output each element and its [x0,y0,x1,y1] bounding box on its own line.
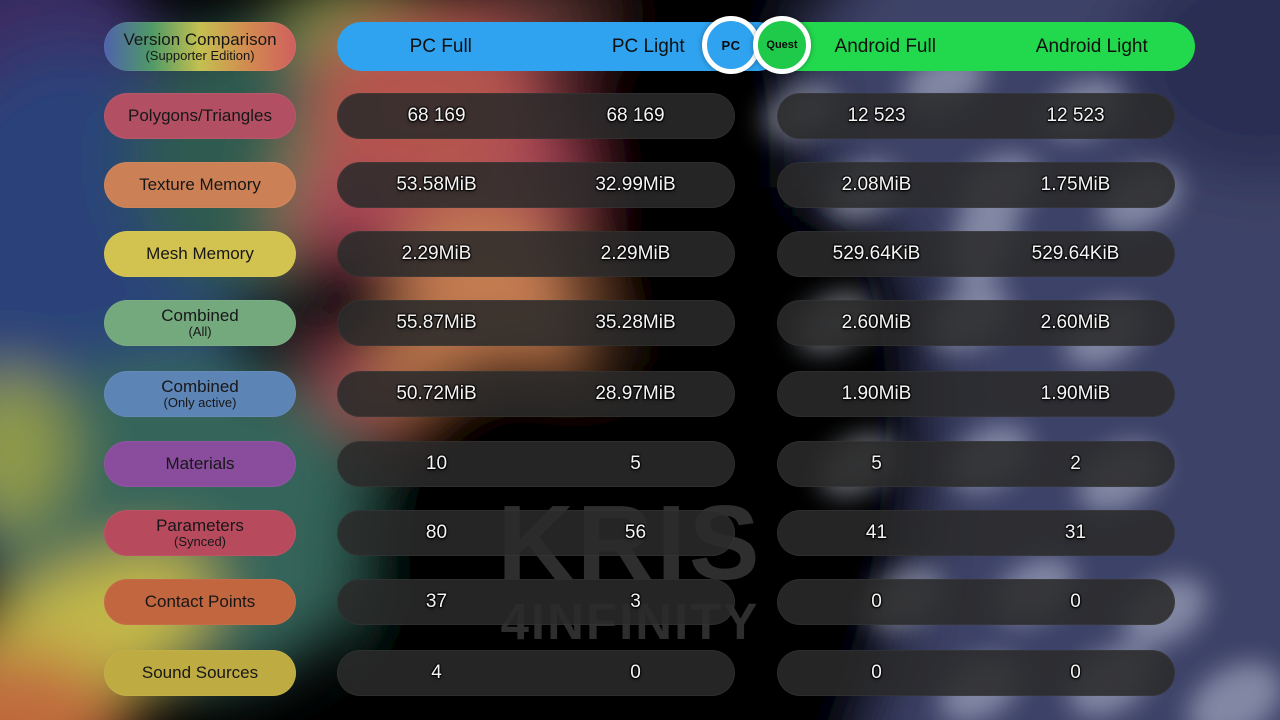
table-row-contact-points: Contact Points 37 3 0 0 [0,579,1280,625]
row-label: Sound Sources [141,663,259,683]
value-pc-full: 68 169 [407,105,466,126]
value-pc-light: 32.99MiB [595,174,676,195]
pc-values-pill: 68 169 68 169 [337,93,735,139]
value-pc-full: 50.72MiB [396,383,477,404]
column-header-android-light: Android Light [1035,35,1148,57]
quest-badge[interactable]: Quest [753,16,811,74]
table-row-materials: Materials 10 5 5 2 [0,441,1280,487]
android-values-pill: 529.64KiB 529.64KiB [777,231,1175,277]
pc-values-pill: 55.87MiB 35.28MiB [337,300,735,346]
row-sublabel: (Only active) [163,395,237,411]
page-title: Version Comparison [123,29,277,49]
value-android-full: 0 [871,662,882,683]
android-header-pill[interactable]: Android Full Android Light [762,22,1195,71]
value-pc-full: 10 [425,453,448,474]
header-row: Version Comparison (Supporter Edition) P… [0,22,1280,71]
row-label-pill-combined-active[interactable]: Combined (Only active) [104,371,296,417]
row-label: Parameters [156,516,244,536]
pc-values-pill: 4 0 [337,650,735,696]
value-android-full: 12 523 [847,105,906,126]
value-pc-full: 37 [425,591,448,612]
value-android-light: 1.90MiB [1040,383,1111,404]
table-row-combined-active: Combined (Only active) 50.72MiB 28.97MiB… [0,371,1280,417]
row-label-pill-texture-memory[interactable]: Texture Memory [104,162,296,208]
row-label-pill-parameters[interactable]: Parameters (Synced) [104,510,296,556]
value-android-full: 0 [871,591,882,612]
table-row-sound-sources: Sound Sources 4 0 0 0 [0,650,1280,696]
table-row-polygons: Polygons/Triangles 68 169 68 169 12 523 … [0,93,1280,139]
value-android-light: 0 [1070,591,1081,612]
value-android-light: 31 [1064,522,1087,543]
value-pc-light: 68 169 [606,105,665,126]
row-label: Polygons/Triangles [128,106,272,126]
value-android-full: 5 [871,453,882,474]
pc-values-pill: 2.29MiB 2.29MiB [337,231,735,277]
value-android-light: 2.60MiB [1040,312,1111,333]
column-header-pc-light: PC Light [611,35,685,57]
table-row-parameters: Parameters (Synced) 80 56 41 31 [0,510,1280,556]
android-values-pill: 2.08MiB 1.75MiB [777,162,1175,208]
row-label: Materials [165,454,235,474]
android-values-pill: 0 0 [777,650,1175,696]
value-pc-full: 53.58MiB [396,174,477,195]
android-values-pill: 12 523 12 523 [777,93,1175,139]
android-values-pill: 2.60MiB 2.60MiB [777,300,1175,346]
row-label: Combined [161,377,239,397]
value-android-full: 2.60MiB [841,312,912,333]
value-android-full: 529.64KiB [832,243,921,264]
pc-values-pill: 80 56 [337,510,735,556]
row-label-pill-contact-points[interactable]: Contact Points [104,579,296,625]
pc-values-pill: 50.72MiB 28.97MiB [337,371,735,417]
android-values-pill: 0 0 [777,579,1175,625]
row-label-pill-sound-sources[interactable]: Sound Sources [104,650,296,696]
value-android-light: 2 [1070,453,1081,474]
table-row-combined-all: Combined (All) 55.87MiB 35.28MiB 2.60MiB… [0,300,1280,346]
row-label-pill-mesh-memory[interactable]: Mesh Memory [104,231,296,277]
column-header-pc-full: PC Full [409,35,472,57]
row-sublabel: (Synced) [173,534,227,550]
value-pc-full: 2.29MiB [401,243,472,264]
android-values-pill: 41 31 [777,510,1175,556]
row-label: Mesh Memory [146,244,254,264]
value-pc-light: 0 [630,662,641,683]
value-pc-full: 80 [425,522,448,543]
value-android-light: 1.75MiB [1040,174,1111,195]
table-row-texture-memory: Texture Memory 53.58MiB 32.99MiB 2.08MiB… [0,162,1280,208]
page-subtitle: (Supporter Edition) [145,47,255,63]
row-label: Combined [161,306,239,326]
pc-values-pill: 37 3 [337,579,735,625]
value-pc-full: 4 [431,662,442,683]
row-label-pill-materials[interactable]: Materials [104,441,296,487]
value-pc-light: 3 [630,591,641,612]
value-pc-light: 56 [624,522,647,543]
value-android-full: 1.90MiB [841,383,912,404]
row-label: Contact Points [144,592,256,612]
row-label-pill-polygons[interactable]: Polygons/Triangles [104,93,296,139]
pc-badge[interactable]: PC [702,16,760,74]
row-sublabel: (All) [188,324,212,340]
quest-badge-label: Quest [766,39,798,51]
row-label: Texture Memory [139,175,261,195]
table-row-mesh-memory: Mesh Memory 2.29MiB 2.29MiB 529.64KiB 52… [0,231,1280,277]
row-label-pill-combined-all[interactable]: Combined (All) [104,300,296,346]
value-pc-light: 2.29MiB [600,243,671,264]
value-android-light: 529.64KiB [1031,243,1120,264]
value-pc-light: 5 [630,453,641,474]
pc-values-pill: 10 5 [337,441,735,487]
value-pc-full: 55.87MiB [396,312,477,333]
pc-values-pill: 53.58MiB 32.99MiB [337,162,735,208]
pc-badge-label: PC [721,37,741,53]
value-android-light: 0 [1070,662,1081,683]
android-values-pill: 5 2 [777,441,1175,487]
version-comparison-pill[interactable]: Version Comparison (Supporter Edition) [104,22,296,71]
value-android-light: 12 523 [1046,105,1105,126]
android-values-pill: 1.90MiB 1.90MiB [777,371,1175,417]
column-header-android-full: Android Full [834,35,936,57]
value-pc-light: 28.97MiB [595,383,676,404]
value-android-full: 2.08MiB [841,174,912,195]
value-android-full: 41 [865,522,888,543]
value-pc-light: 35.28MiB [595,312,676,333]
